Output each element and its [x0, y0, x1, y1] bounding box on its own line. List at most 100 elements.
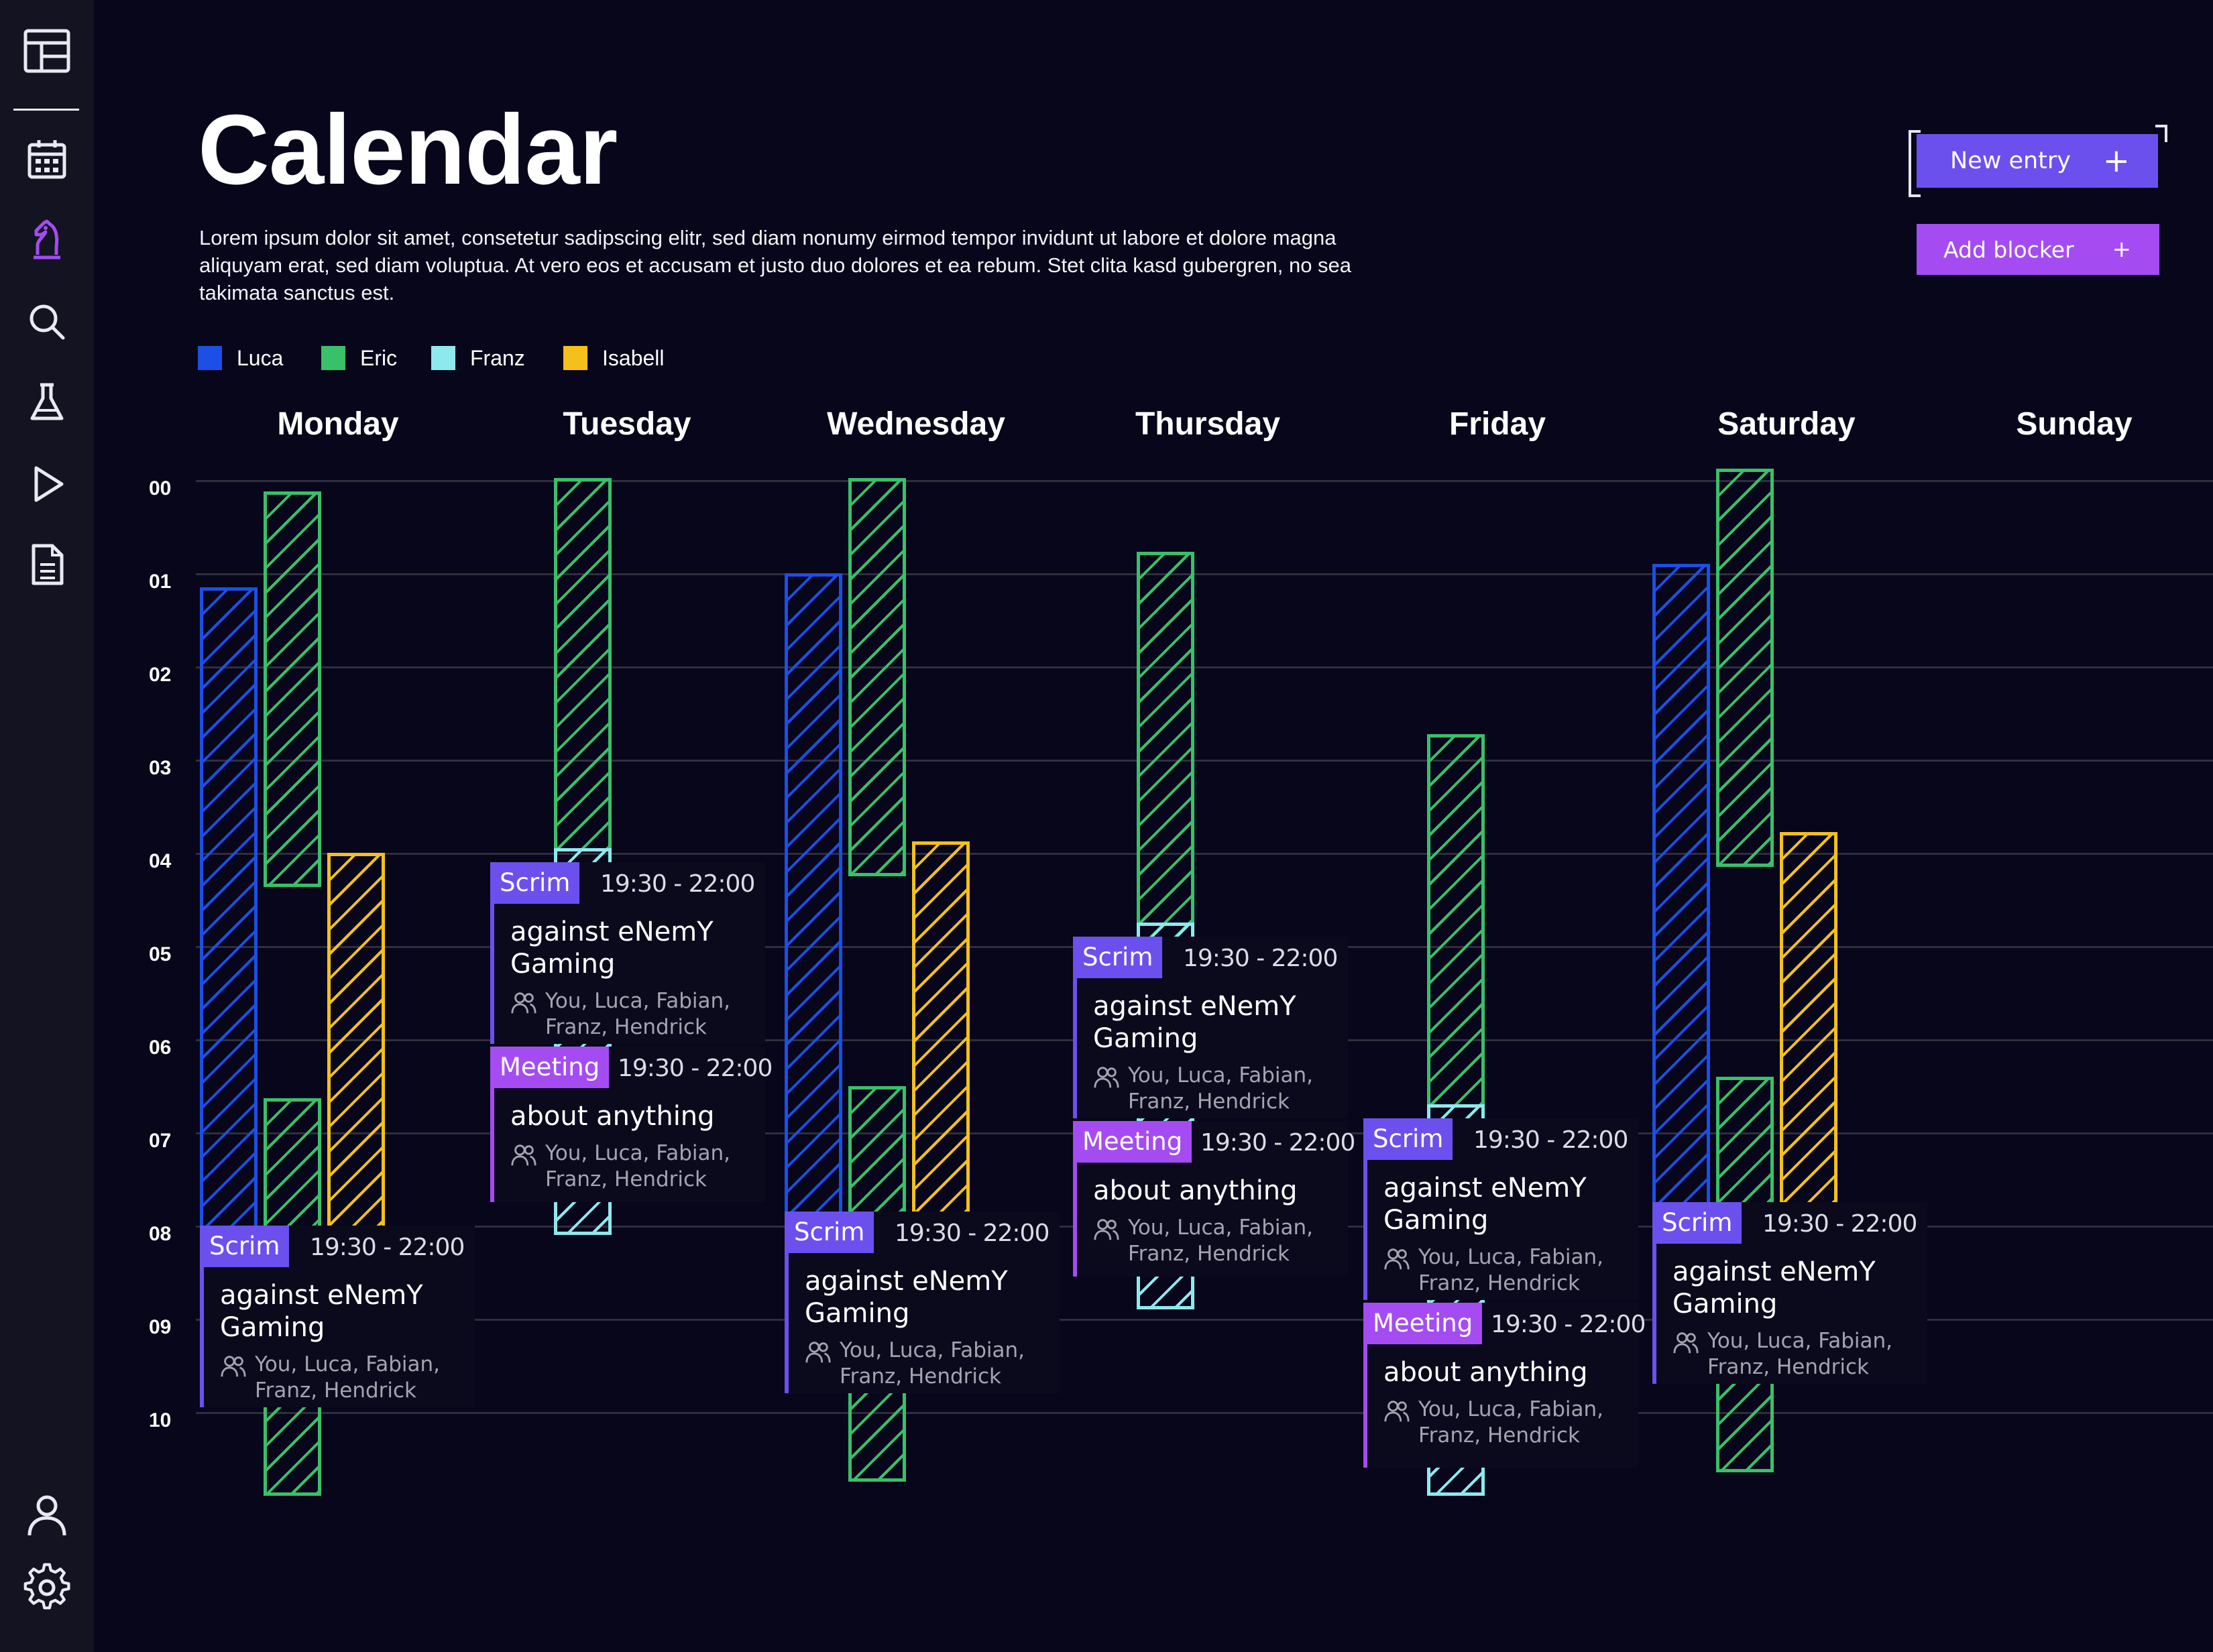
event-title: against eNemY Gaming — [220, 1280, 423, 1343]
event-type-badge: Meeting — [1363, 1303, 1483, 1345]
add-blocker-button[interactable]: Add blocker + — [1917, 224, 2159, 275]
chess-knight-icon[interactable] — [21, 215, 72, 266]
new-entry-bracket-right — [2155, 125, 2167, 142]
event-participants: You, Luca, Fabian, Franz, Hendrick — [1707, 1329, 1893, 1380]
event-time: 19:30 - 22:00 — [1491, 1311, 1646, 1339]
event-type-badge: Scrim — [785, 1212, 874, 1254]
flask-icon[interactable] — [21, 377, 72, 428]
event-participants: You, Luca, Fabian, Franz, Hendrick — [1418, 1245, 1604, 1296]
event-title: against eNemY Gaming — [1672, 1256, 1876, 1320]
event-title: about anything — [1383, 1357, 1588, 1389]
calendar-icon[interactable] — [21, 134, 72, 185]
play-icon[interactable] — [21, 459, 72, 510]
availability-bar-eric[interactable] — [554, 478, 612, 872]
hour-label: 10 — [149, 1409, 172, 1431]
legend-label: Luca — [237, 345, 284, 370]
event-card-scrim[interactable]: Scrim 19:30 - 22:00 against eNemY Gaming Yo… — [1363, 1118, 1638, 1301]
event-stripe — [1363, 1118, 1367, 1301]
people-icon — [510, 1142, 537, 1169]
availability-bar-eric[interactable] — [848, 478, 906, 876]
plus-icon: + — [2112, 236, 2132, 263]
availability-bar-eric[interactable] — [1137, 552, 1194, 946]
event-stripe — [490, 1047, 494, 1203]
day-header-sunday: Sunday — [2016, 406, 2133, 442]
new-entry-button[interactable]: New entry + — [1917, 134, 2158, 188]
event-type-badge: Meeting — [490, 1047, 610, 1089]
event-stripe — [200, 1226, 204, 1408]
people-icon — [1093, 1216, 1120, 1243]
event-card-scrim[interactable]: Scrim 19:30 - 22:00 against eNemY Gaming Yo… — [490, 862, 765, 1044]
event-stripe — [1363, 1303, 1367, 1468]
legend-swatch — [198, 346, 222, 370]
hour-label: 03 — [149, 757, 172, 779]
gear-icon[interactable] — [21, 1562, 72, 1613]
availability-bar-eric[interactable] — [1427, 734, 1485, 1128]
day-header-saturday: Saturday — [1717, 406, 1856, 442]
user-icon[interactable] — [21, 1490, 72, 1541]
people-icon — [510, 990, 537, 1016]
availability-bar-eric[interactable] — [264, 491, 321, 888]
legend-label: Franz — [470, 345, 525, 370]
availability-bar-luca[interactable] — [785, 573, 842, 1217]
sidebar-divider — [13, 109, 79, 111]
event-type-badge: Scrim — [200, 1226, 290, 1267]
day-header-thursday: Thursday — [1135, 406, 1281, 442]
availability-bar-luca[interactable] — [1652, 564, 1710, 1207]
event-title: about anything — [1093, 1175, 1298, 1207]
people-icon — [1383, 1246, 1410, 1273]
event-card-scrim[interactable]: Scrim 19:30 - 22:00 against eNemY Gaming Yo… — [1073, 937, 1348, 1119]
event-title: against eNemY Gaming — [510, 916, 714, 980]
event-participants: You, Luca, Fabian, Franz, Hendrick — [545, 988, 731, 1039]
event-time: 19:30 - 22:00 — [895, 1220, 1049, 1248]
event-participants: You, Luca, Fabian, Franz, Hendrick — [545, 1141, 731, 1192]
day-header-tuesday: Tuesday — [563, 406, 691, 442]
event-time: 19:30 - 22:00 — [310, 1234, 465, 1261]
people-icon — [805, 1339, 832, 1366]
hour-label: 01 — [149, 571, 172, 593]
hour-label: 08 — [149, 1223, 172, 1245]
hour-label: 06 — [149, 1037, 172, 1059]
search-icon[interactable] — [21, 296, 72, 347]
day-header-friday: Friday — [1449, 406, 1546, 442]
people-icon — [1672, 1330, 1699, 1356]
hour-label: 05 — [149, 943, 172, 965]
people-icon — [1093, 1064, 1120, 1091]
hour-gridline — [196, 666, 2213, 668]
legend-swatch — [321, 346, 345, 370]
event-time: 19:30 - 22:00 — [600, 870, 755, 898]
new-entry-label: New entry — [1950, 148, 2072, 174]
plus-icon: + — [2102, 142, 2130, 180]
event-card-meeting[interactable]: Meeting 19:30 - 22:00 about anything You, L… — [1363, 1303, 1646, 1468]
legend-swatch — [563, 346, 587, 370]
people-icon — [220, 1353, 247, 1380]
availability-bar-isabell[interactable] — [1780, 832, 1837, 1207]
event-card-scrim[interactable]: Scrim 19:30 - 22:00 against eNemY Gaming Yo… — [200, 1226, 475, 1408]
event-stripe — [1073, 1121, 1077, 1277]
hour-label: 07 — [149, 1130, 172, 1152]
hour-gridline — [196, 573, 2213, 575]
event-participants: You, Luca, Fabian, Franz, Hendrick — [1128, 1063, 1314, 1114]
document-icon[interactable] — [21, 539, 72, 590]
layout-icon[interactable] — [21, 25, 72, 76]
event-time: 19:30 - 22:00 — [1473, 1126, 1628, 1155]
event-card-scrim[interactable]: Scrim 19:30 - 22:00 against eNemY Gaming Yo… — [785, 1212, 1060, 1394]
event-participants: You, Luca, Fabian, Franz, Hendrick — [1128, 1216, 1314, 1266]
event-stripe — [1652, 1202, 1656, 1384]
event-card-meeting[interactable]: Meeting 19:30 - 22:00 about anything You, L… — [1073, 1121, 1355, 1277]
hour-label: 09 — [149, 1316, 172, 1338]
event-card-meeting[interactable]: Meeting 19:30 - 22:00 about anything You, L… — [490, 1047, 773, 1203]
event-time: 19:30 - 22:00 — [1200, 1129, 1355, 1157]
legend-item-franz: Franz — [431, 343, 525, 373]
event-card-scrim[interactable]: Scrim 19:30 - 22:00 against eNemY Gaming Yo… — [1652, 1202, 1927, 1384]
hour-gridline — [196, 760, 2213, 762]
event-type-badge: Meeting — [1073, 1121, 1192, 1163]
legend-swatch — [431, 346, 455, 370]
availability-bar-luca[interactable] — [200, 587, 258, 1230]
new-entry-bracket-left — [1909, 130, 1921, 197]
event-title: against eNemY Gaming — [1383, 1173, 1587, 1236]
availability-bar-eric[interactable] — [1716, 469, 1774, 867]
hour-label: 04 — [149, 850, 172, 872]
availability-bar-isabell[interactable] — [912, 841, 970, 1217]
availability-bar-isabell[interactable] — [327, 853, 385, 1230]
page-description: Lorem ipsum dolor sit amet, consetetur s… — [199, 226, 1352, 304]
